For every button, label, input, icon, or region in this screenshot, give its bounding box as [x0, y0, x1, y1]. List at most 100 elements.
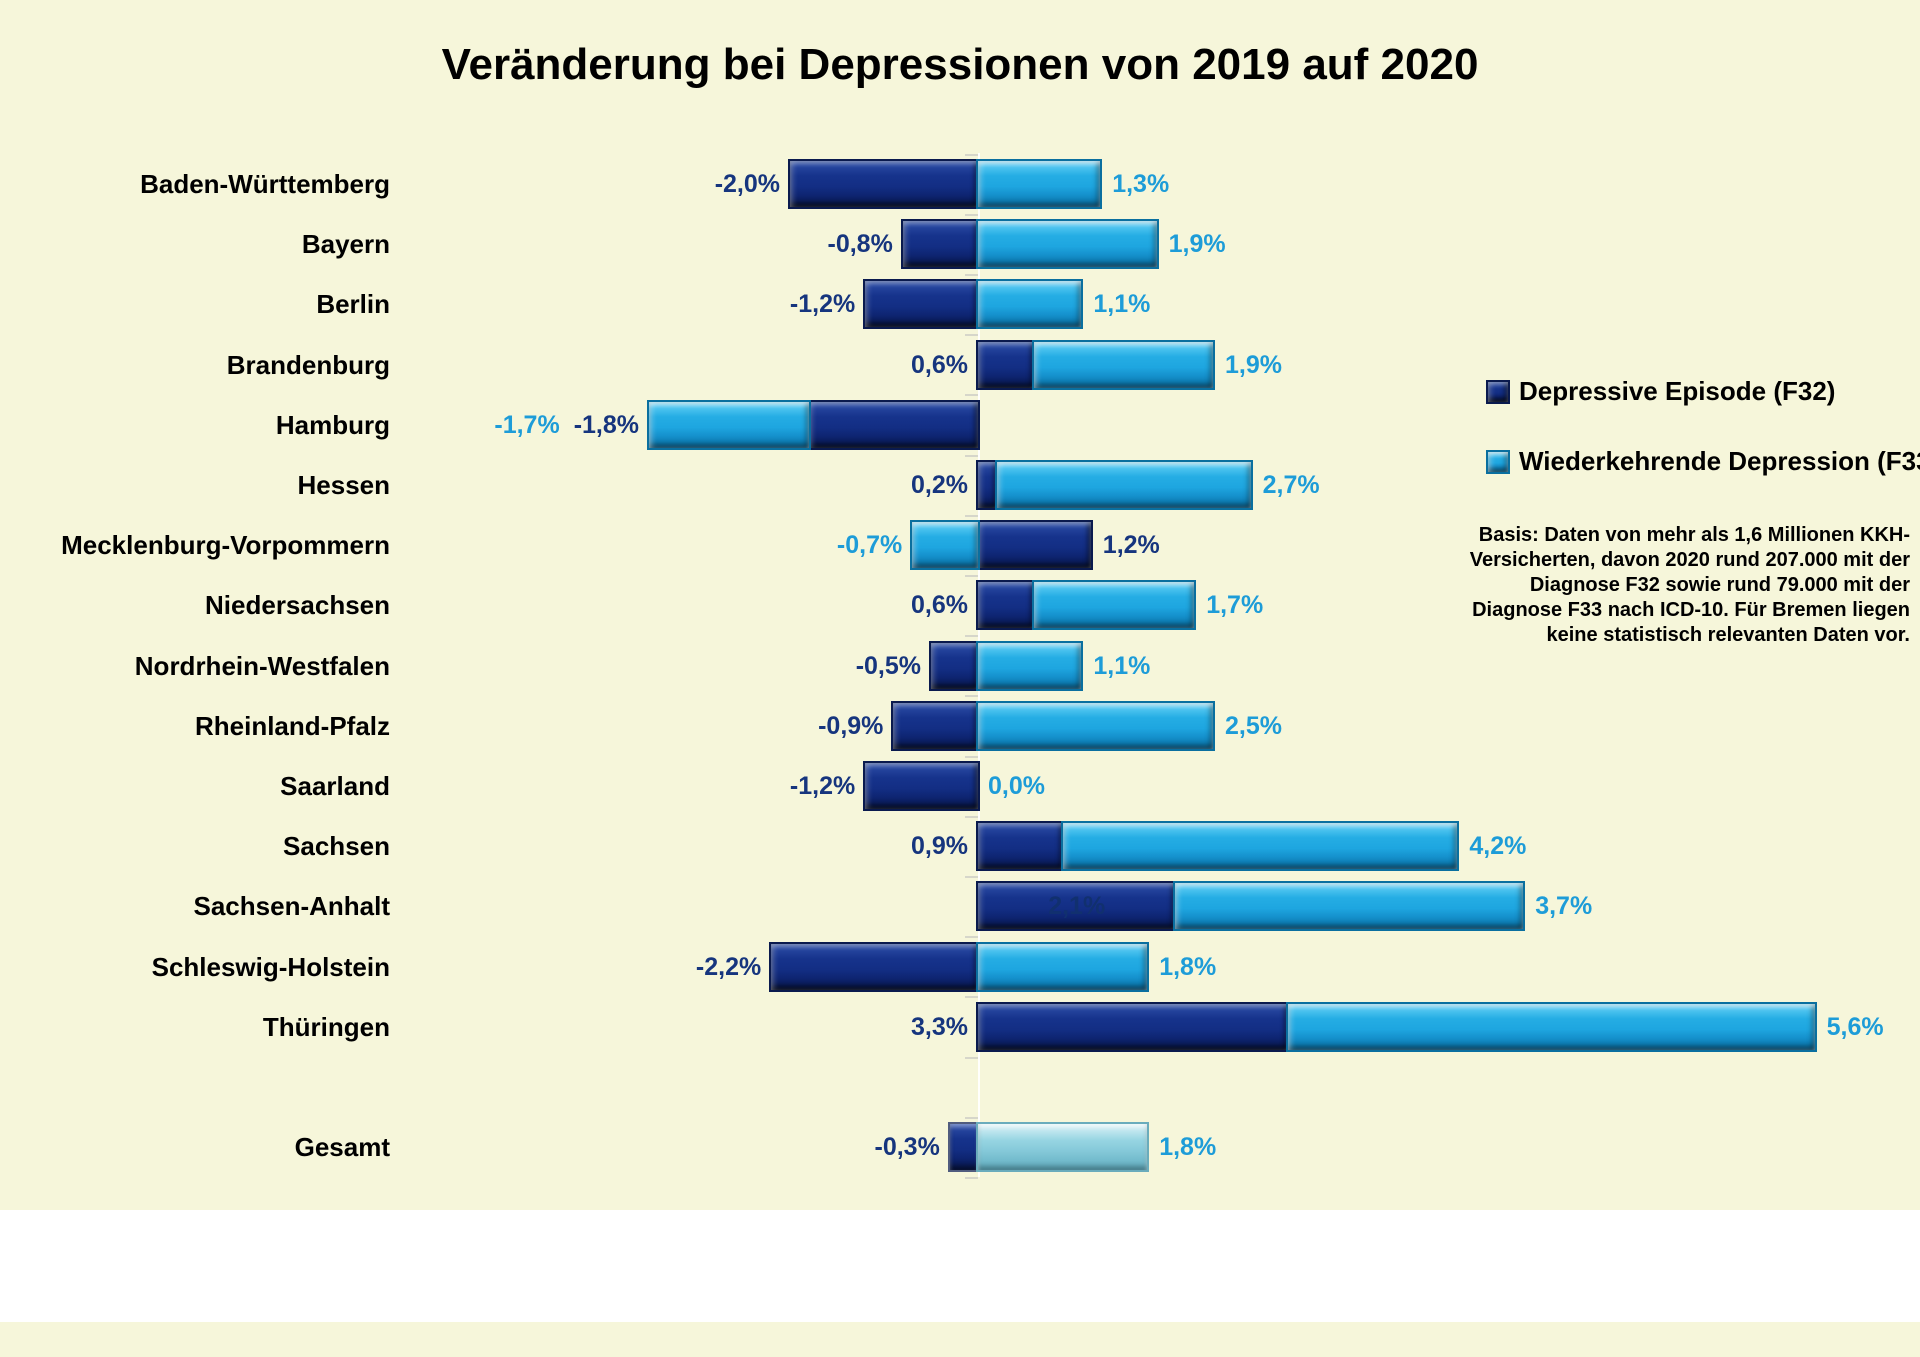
bar-f32	[978, 883, 1176, 930]
axis-tick	[965, 755, 978, 758]
state-label: Brandenburg	[226, 349, 390, 380]
axis-tick	[965, 996, 978, 999]
bar-f33	[978, 642, 1082, 689]
bar-f33	[978, 702, 1213, 749]
axis-tick	[965, 695, 978, 698]
value-f32: 2,1%	[1048, 892, 1106, 921]
value-f32: -1,2%	[789, 772, 856, 800]
state-label: Sachsen	[283, 831, 390, 862]
legend-swatch-f32	[1488, 381, 1508, 402]
axis-tick	[965, 334, 978, 337]
note-line: Basis: Daten von mehr als 1,6 Millionen …	[1478, 524, 1910, 546]
bar-f32	[949, 1124, 978, 1171]
footer-band: KKH Kaufmännische Krankenkasse	[0, 1210, 1920, 1322]
chart-title: Veränderung bei Depressionen von 2019 au…	[441, 40, 1479, 89]
value-f32: -1,2%	[789, 290, 856, 319]
bar-f32	[808, 401, 978, 448]
value-f32: -1,8%	[573, 410, 639, 439]
axis-tick	[965, 1176, 978, 1179]
state-label: Berlin	[316, 289, 390, 320]
axis-tick	[965, 875, 978, 878]
axis-tick	[965, 1116, 978, 1119]
bar-f32	[893, 702, 978, 749]
bar-f33	[1288, 1003, 1815, 1050]
value-f33: -0,7%	[836, 531, 903, 560]
value-f32: -0,8%	[827, 230, 893, 259]
value-f32: 0,6%	[911, 591, 968, 620]
axis-tick	[965, 213, 978, 216]
value-f33: 5,6%	[1826, 1012, 1884, 1041]
note-line: Diagnose F32 sowie rund 79.000 mit der	[1529, 574, 1910, 596]
value-f33: 1,9%	[1168, 230, 1226, 259]
bar-f32	[902, 221, 978, 268]
value-f33: 0,0%	[988, 772, 1045, 800]
legend-label-f33: Wiederkehrende Depression (F33)	[1519, 446, 1920, 476]
value-f32: -0,3%	[874, 1133, 940, 1162]
value-f32: -0,9%	[818, 711, 884, 740]
value-f33: 1,1%	[1093, 651, 1151, 680]
axis-tick	[965, 815, 978, 818]
value-f33: -1,7%	[494, 410, 560, 439]
state-label: Mecklenburg-Vorpommern	[61, 530, 390, 561]
bar-f33	[978, 943, 1148, 990]
state-label: Thüringen	[262, 1011, 390, 1042]
value-f33: 3,7%	[1535, 892, 1593, 921]
value-pair: -1,7% -1,8%	[494, 408, 639, 442]
value-f33: 2,5%	[1225, 711, 1282, 740]
axis-tick	[965, 273, 978, 276]
axis-tick	[965, 514, 978, 517]
note-line: Versicherten, davon 2020 rund 207.000 mi…	[1469, 549, 1910, 571]
value-f33: 1,8%	[1159, 1133, 1217, 1162]
legend-swatch-f33	[1488, 451, 1508, 472]
axis-tick	[965, 153, 978, 156]
value-f33: 1,9%	[1225, 350, 1282, 379]
value-f32: 0,2%	[911, 471, 968, 499]
bar-f33	[978, 221, 1157, 268]
bar-f32	[790, 161, 978, 207]
axis-tick	[965, 1056, 978, 1059]
note-line: Diagnose F33 nach ICD-10. Für Bremen lie…	[1472, 599, 1910, 621]
state-label: Sachsen-Anhalt	[193, 891, 391, 922]
axis-tick	[965, 936, 978, 939]
bar-f32	[978, 823, 1063, 870]
state-label: Rheinland-Pfalz	[194, 710, 390, 741]
bar-f32	[865, 763, 978, 809]
bar-f33	[1034, 582, 1195, 629]
state-label: Saarland	[280, 771, 390, 801]
value-f33: 1,7%	[1206, 591, 1264, 620]
bar-f33	[1175, 883, 1524, 930]
bar-f32	[771, 943, 978, 990]
state-label: Schleswig-Holstein	[151, 951, 390, 982]
bottom-strip	[0, 1322, 1920, 1357]
value-f32: -0,5%	[855, 651, 921, 680]
value-f32: 0,9%	[911, 832, 968, 861]
bar-f33	[978, 161, 1101, 207]
bar-f33	[912, 522, 978, 569]
bar-f33	[1062, 823, 1458, 870]
bar-f32	[865, 281, 978, 328]
value-f32: 1,2%	[1102, 531, 1160, 560]
state-label: Hamburg	[275, 409, 390, 440]
bar-f32	[978, 582, 1035, 629]
axis-tick	[965, 394, 978, 397]
bar-f33	[996, 462, 1251, 508]
legend-label-f32: Depressive Episode (F32)	[1519, 376, 1836, 406]
value-f32: 3,3%	[911, 1012, 968, 1041]
axis-tick	[965, 635, 978, 638]
state-label: Baden-Württemberg	[140, 169, 390, 199]
value-f33: 4,2%	[1469, 832, 1527, 861]
value-f32: -2,2%	[695, 952, 762, 981]
bar-f33	[1034, 341, 1213, 388]
axis-tick	[965, 454, 978, 457]
state-label: Bayern	[301, 229, 390, 260]
value-f32: 0,6%	[911, 350, 968, 379]
bar-f33	[649, 401, 809, 448]
state-label: Hessen	[297, 470, 391, 500]
basis-note: Basis: Daten von mehr als 1,6 Millionen …	[1452, 523, 1910, 648]
state-label: Niedersachsen	[205, 590, 390, 621]
value-f33: 1,8%	[1159, 952, 1217, 981]
value-f32: -2,0%	[714, 170, 780, 198]
legend-item-f32: Depressive Episode (F32)	[1488, 376, 1835, 407]
state-label: Nordrhein-Westfalen	[134, 650, 390, 681]
